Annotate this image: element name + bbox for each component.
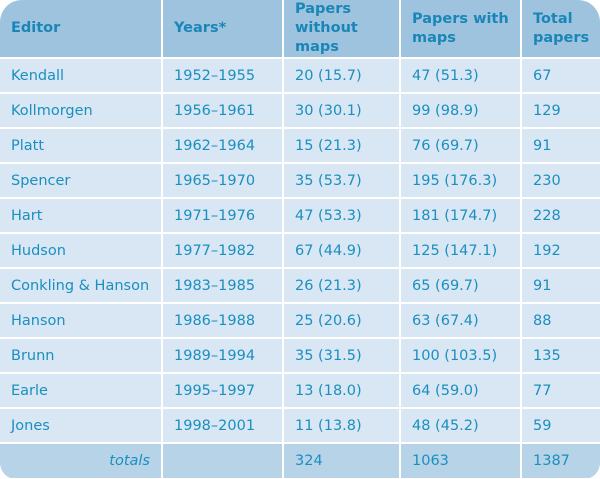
totals-label: totals: [0, 442, 163, 478]
with-maps-cell: 65 (69.7): [399, 267, 522, 304]
with-maps-cell: 76 (69.7): [399, 127, 522, 164]
editor-cell: Conkling & Hanson: [0, 267, 163, 304]
editor-cell: Platt: [0, 127, 163, 164]
years-cell: 1971–1976: [161, 197, 284, 234]
with-maps-cell: 47 (51.3): [399, 57, 522, 94]
totals-years-cell: [161, 442, 284, 478]
with-maps-cell: 48 (45.2): [399, 407, 522, 444]
with-maps-cell: 63 (67.4): [399, 302, 522, 339]
without-maps-cell: 11 (13.8): [282, 407, 401, 444]
totals-row: totals 324 1063 1387: [0, 442, 600, 478]
table-row: Jones 1998–2001 11 (13.8) 48 (45.2) 59: [0, 407, 600, 444]
without-maps-cell: 20 (15.7): [282, 57, 401, 94]
header-papers-with-maps: Papers with maps: [399, 0, 522, 59]
years-cell: 1965–1970: [161, 162, 284, 199]
totals-total: 1387: [520, 442, 600, 478]
editor-cell: Earle: [0, 372, 163, 409]
table-row: Hudson 1977–1982 67 (44.9) 125 (147.1) 192: [0, 232, 600, 269]
total-cell: 129: [520, 92, 600, 129]
without-maps-cell: 30 (30.1): [282, 92, 401, 129]
table-row: Kendall 1952–1955 20 (15.7) 47 (51.3) 67: [0, 57, 600, 94]
header-total-papers: Total papers: [520, 0, 600, 59]
editor-cell: Hudson: [0, 232, 163, 269]
totals-with-maps: 1063: [399, 442, 522, 478]
years-cell: 1952–1955: [161, 57, 284, 94]
total-cell: 88: [520, 302, 600, 339]
without-maps-cell: 13 (18.0): [282, 372, 401, 409]
header-row: Editor Years* Papers without maps Papers…: [0, 0, 600, 59]
header-editor: Editor: [0, 0, 163, 59]
total-cell: 230: [520, 162, 600, 199]
years-cell: 1986–1988: [161, 302, 284, 339]
table-row: Spencer 1965–1970 35 (53.7) 195 (176.3) 230: [0, 162, 600, 199]
with-maps-cell: 195 (176.3): [399, 162, 522, 199]
header-papers-without-maps: Papers without maps: [282, 0, 401, 59]
without-maps-cell: 26 (21.3): [282, 267, 401, 304]
total-cell: 67: [520, 57, 600, 94]
without-maps-cell: 35 (31.5): [282, 337, 401, 374]
total-cell: 91: [520, 127, 600, 164]
editor-cell: Hanson: [0, 302, 163, 339]
with-maps-cell: 100 (103.5): [399, 337, 522, 374]
years-cell: 1956–1961: [161, 92, 284, 129]
editor-cell: Spencer: [0, 162, 163, 199]
table-row: Kollmorgen 1956–1961 30 (30.1) 99 (98.9) 129: [0, 92, 600, 129]
total-cell: 59: [520, 407, 600, 444]
table-row: Earle 1995–1997 13 (18.0) 64 (59.0) 77: [0, 372, 600, 409]
total-cell: 192: [520, 232, 600, 269]
editor-cell: Hart: [0, 197, 163, 234]
with-maps-cell: 99 (98.9): [399, 92, 522, 129]
years-cell: 1998–2001: [161, 407, 284, 444]
without-maps-cell: 15 (21.3): [282, 127, 401, 164]
with-maps-cell: 181 (174.7): [399, 197, 522, 234]
with-maps-cell: 125 (147.1): [399, 232, 522, 269]
header-years: Years*: [161, 0, 284, 59]
table-row: Conkling & Hanson 1983–1985 26 (21.3) 65 (6…: [0, 267, 600, 304]
editor-cell: Kollmorgen: [0, 92, 163, 129]
without-maps-cell: 67 (44.9): [282, 232, 401, 269]
editor-cell: Jones: [0, 407, 163, 444]
table-row: Hart 1971–1976 47 (53.3) 181 (174.7) 228: [0, 197, 600, 234]
table-row: Hanson 1986–1988 25 (20.6) 63 (67.4) 88: [0, 302, 600, 339]
with-maps-cell: 64 (59.0): [399, 372, 522, 409]
years-cell: 1983–1985: [161, 267, 284, 304]
total-cell: 77: [520, 372, 600, 409]
table-row: Platt 1962–1964 15 (21.3) 76 (69.7) 91: [0, 127, 600, 164]
without-maps-cell: 47 (53.3): [282, 197, 401, 234]
total-cell: 91: [520, 267, 600, 304]
years-cell: 1962–1964: [161, 127, 284, 164]
years-cell: 1995–1997: [161, 372, 284, 409]
years-cell: 1989–1994: [161, 337, 284, 374]
total-cell: 135: [520, 337, 600, 374]
years-cell: 1977–1982: [161, 232, 284, 269]
table-row: Brunn 1989–1994 35 (31.5) 100 (103.5) 135: [0, 337, 600, 374]
without-maps-cell: 25 (20.6): [282, 302, 401, 339]
without-maps-cell: 35 (53.7): [282, 162, 401, 199]
editor-cell: Kendall: [0, 57, 163, 94]
totals-without-maps: 324: [282, 442, 401, 478]
total-cell: 228: [520, 197, 600, 234]
editor-cell: Brunn: [0, 337, 163, 374]
